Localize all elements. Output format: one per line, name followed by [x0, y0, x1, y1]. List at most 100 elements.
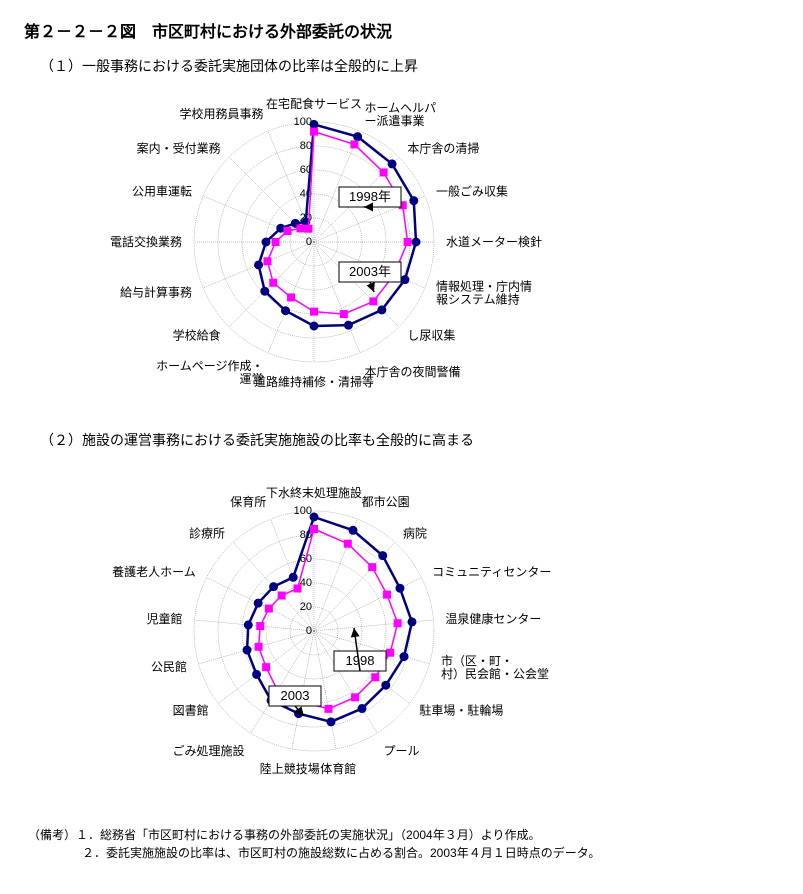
series-marker [270, 279, 277, 286]
axis-label: プール [383, 744, 419, 758]
series-marker [388, 160, 396, 168]
axis-label: 一般ごみ収集 [436, 183, 508, 198]
series-marker [244, 621, 252, 629]
series-marker [311, 308, 318, 315]
tick-label: 20 [300, 601, 312, 613]
series-marker [288, 294, 295, 301]
series-marker [394, 620, 401, 627]
series-marker [340, 311, 347, 318]
axis-label: 病院 [403, 525, 427, 540]
axis-label: し尿収集 [407, 327, 455, 342]
axis-label: ホームページ作成・ [156, 359, 263, 373]
series-marker [372, 674, 379, 681]
axis-label: 案内・受付業務 [137, 141, 221, 156]
axis-label: 都市公園 [362, 494, 410, 509]
axis-label: 公用車運転 [132, 184, 192, 198]
axis-label: 児童館 [147, 611, 183, 626]
axis-label: 図書館 [173, 703, 209, 718]
page-title: 第２－２－２図 市区町村における外部委託の状況 [24, 18, 779, 42]
series-marker [289, 573, 297, 581]
year-box-label: 1998年 [349, 189, 391, 204]
axis-label: 本庁舎の夜間警備 [365, 364, 461, 379]
series-marker [379, 552, 387, 560]
axis-label: 学校用務員事務 [179, 106, 263, 121]
series-marker [264, 258, 271, 265]
axis-label: 体育館 [320, 761, 356, 776]
series-marker [412, 238, 420, 246]
axis-label: 運営 [239, 372, 263, 386]
tick-label: 100 [294, 505, 312, 517]
series-marker [284, 227, 291, 234]
series-marker [263, 664, 270, 671]
axis-label: 学校給食 [173, 327, 221, 342]
series-marker [255, 643, 262, 650]
chart2-svg: 下水終末処理施設都市公園病院コミュニティセンター温泉健康センター市（区・町・村）… [24, 456, 784, 816]
series-marker [282, 307, 290, 315]
chart2-container: 下水終末処理施設都市公園病院コミュニティセンター温泉健康センター市（区・町・村）… [24, 456, 784, 816]
series-marker [387, 649, 394, 656]
series-marker [351, 141, 358, 148]
series-marker [311, 128, 318, 135]
series-marker [410, 197, 418, 205]
series-marker [382, 681, 390, 689]
chart1-subtitle: （１）一般事務における委託実施団体の比率は全般的に上昇 [40, 56, 779, 76]
axis-label: 水道メーター検針 [446, 234, 542, 249]
series-marker [404, 239, 411, 246]
axis-label: 道路維持補修・清掃等 [254, 374, 374, 389]
series-marker [344, 540, 351, 547]
axis-label: 陸上競技場 [260, 761, 320, 776]
series-marker [265, 605, 272, 612]
axis-label: 公民館 [151, 659, 187, 674]
axis-label: ー派遣事業 [365, 113, 425, 128]
series-marker [384, 591, 391, 598]
note-2: ２．委託実施施設の比率は、市区町村の施設総数に占める割合。2003年４月１日時点… [82, 846, 600, 860]
axis-label: 村）民会館・公会堂 [441, 666, 549, 681]
series-marker [401, 276, 409, 284]
axis-label: 診療所 [189, 525, 225, 540]
series-marker [370, 298, 377, 305]
series-marker [396, 584, 404, 592]
axis-label: 養護老人ホーム [112, 564, 196, 579]
series-marker [344, 321, 352, 329]
tick-label: 40 [300, 577, 312, 589]
axis-label: 駐車場・駐輪場 [419, 703, 503, 718]
series-line [259, 529, 398, 709]
axis-label: 温泉健康センター [445, 611, 541, 626]
series-marker [253, 670, 261, 678]
axis-label: 下水終末処理施設 [266, 485, 362, 500]
axis-label: 保育所 [230, 494, 266, 509]
series-marker [278, 592, 285, 599]
series-marker [354, 133, 362, 141]
series-marker [272, 239, 279, 246]
series-marker [327, 718, 335, 726]
series-marker [310, 513, 318, 521]
series-marker [254, 599, 262, 607]
series-marker [408, 618, 416, 626]
tick-label: 100 [294, 116, 312, 128]
chart1-container: 在宅配食サービスホームヘルパー派遣事業本庁舎の清掃一般ごみ収集水道メーター検針情… [24, 82, 784, 412]
series-marker [262, 238, 270, 246]
tick-label: 0 [306, 236, 312, 248]
series-marker [297, 225, 304, 232]
axis-label: ホームヘルパ [365, 101, 437, 115]
series-marker [352, 694, 359, 701]
year-box-label: 2003 [281, 688, 310, 703]
series-marker [349, 526, 357, 534]
tick-label: 0 [306, 625, 312, 637]
series-marker [400, 653, 408, 661]
axis-label: 情報処理・庁内情 [436, 280, 532, 294]
series-marker [378, 306, 386, 314]
notes: （備考）１．総務省「市区町村における事務の外部委託の実施状況」（2004年３月）… [24, 826, 779, 862]
notes-prefix: （備考） [28, 828, 76, 842]
series-marker [380, 169, 387, 176]
series-marker [305, 225, 312, 232]
axis-label: コミュニティセンター [432, 565, 551, 579]
axis-label: 市（区・町・ [441, 653, 513, 668]
series-marker [270, 583, 278, 591]
axis-label: 本庁舎の清掃 [407, 141, 479, 156]
note-1: １．総務省「市区町村における事務の外部委託の実施状況」（2004年３月）より作成… [76, 828, 540, 842]
series-marker [311, 526, 318, 533]
axis-label: 報システム維持 [436, 292, 520, 307]
axis-label: ごみ処理施設 [172, 743, 244, 758]
axis-label: 在宅配食サービス [266, 96, 362, 111]
